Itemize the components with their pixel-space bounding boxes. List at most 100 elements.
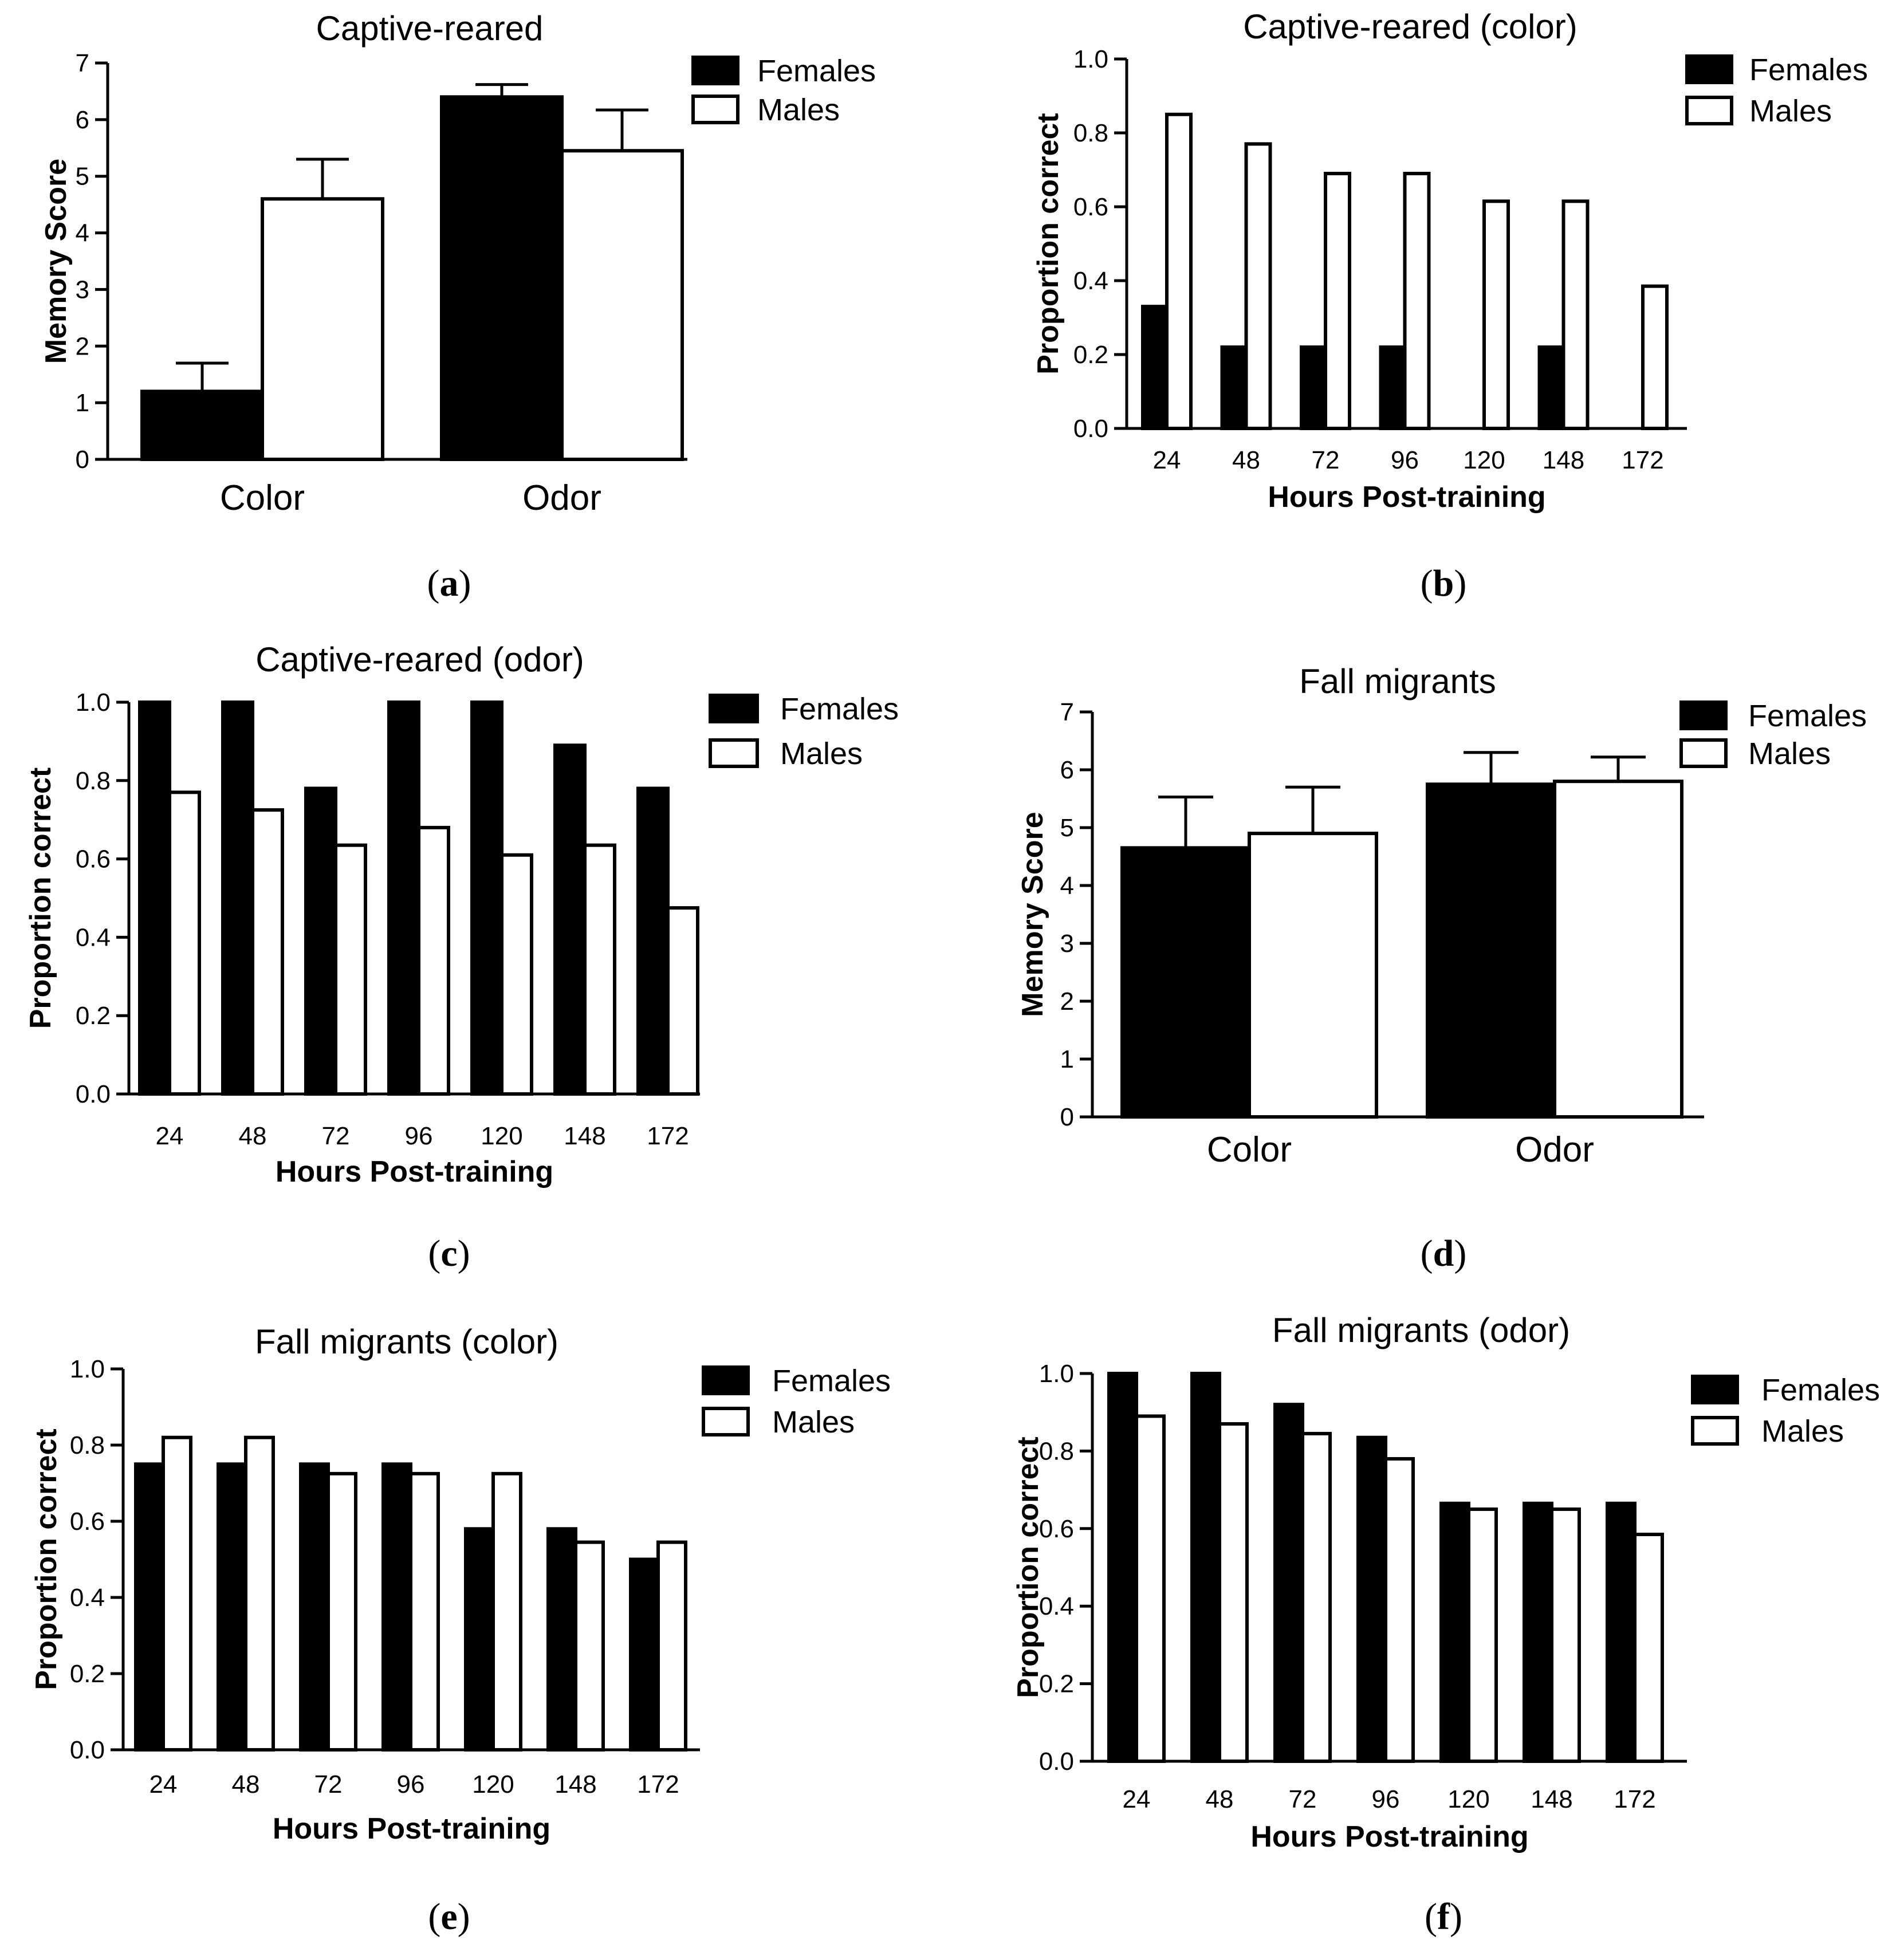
y-tick-label: 0.2 [1073,341,1108,369]
legend-label-females: Females [757,54,876,88]
chart-title: Captive-reared (color) [1243,7,1578,46]
legend-label-females: Females [1748,699,1867,733]
panel-label-letter: a [440,562,459,604]
x-axis-title: Hours Post-training [1268,481,1545,514]
bar-males-color [261,197,384,461]
y-tick-label: 0.2 [1039,1670,1074,1698]
panel-label-letter: c [440,1233,457,1274]
bar-males-120 [500,853,533,1096]
y-tick-label: 3 [76,275,89,304]
bar-females-72 [299,1462,330,1752]
bar-males-148 [1550,1507,1581,1763]
y-tick-label: 0.0 [1073,415,1108,443]
legend-swatch-males [709,738,759,768]
bar-males-172 [666,906,699,1096]
legend: Females Males [691,54,876,127]
x-tick-label: 96 [405,1122,433,1150]
panel-label: (e) [428,1896,470,1938]
y-tick-label: 0.4 [1039,1592,1074,1620]
y-tick-label: 4 [76,219,89,247]
bar-males-148 [1561,199,1590,430]
panel-label-open-paren: ( [428,1233,440,1274]
x-tick-label: 148 [1531,1785,1572,1813]
y-tick-label: 0.6 [1039,1515,1074,1543]
bar-males-24 [168,790,201,1096]
y-tick-label: 6 [1060,756,1074,784]
panel-d: Fall migrants 0 1 2 3 4 5 6 7 Memory Score Color Od… [1016,662,1867,1274]
y-tick-label: 1.0 [1073,45,1108,73]
x-axis-title: Hours Post-training [273,1812,550,1845]
legend-swatch-females [1679,700,1728,730]
x-tick-label: 172 [647,1122,689,1150]
x-tick-label: 96 [1372,1785,1400,1813]
chart-title: Captive-reared [316,9,544,48]
bar-males-48 [251,808,284,1096]
panel-label-close-paren: ) [459,562,471,604]
panel-label-close-paren: ) [1454,562,1466,604]
bar-males-120 [491,1471,522,1752]
bar-males-120 [1482,199,1510,430]
y-tick-label: 1.0 [1039,1360,1074,1388]
x-tick-label: Color [220,478,305,518]
panel-label-letter: b [1433,562,1454,604]
x-axis-title: Hours Post-training [276,1155,553,1188]
bar-females-148 [1537,345,1565,430]
legend-swatch-males [1679,738,1728,768]
legend-swatch-males [1691,1416,1739,1446]
legend: Females Males [702,1364,891,1439]
panel-label-close-paren: ) [1454,1233,1466,1274]
x-tick-label: 120 [472,1770,514,1798]
x-tick-label: 72 [1312,446,1340,474]
y-tick-label: 6 [76,106,89,134]
y-tick-label: 0.6 [1073,193,1108,221]
x-tick-label: 24 [150,1770,178,1798]
x-tick-label: 172 [637,1770,679,1798]
y-tick-label: 4 [1060,872,1074,900]
bar-males-120 [1467,1507,1498,1763]
bar-males-148 [583,843,616,1096]
bar-females-172 [629,1557,660,1752]
y-tick-label: 0.2 [76,1002,111,1030]
bar-males-odor [1553,780,1683,1119]
x-tick-label: 72 [314,1770,343,1798]
panel-label: (c) [428,1233,470,1274]
bar-females-24 [1107,1372,1138,1763]
y-axis-title: Memory Score [1016,812,1049,1017]
y-tick-label: 0 [76,446,89,474]
panel-label: (b) [1421,562,1467,604]
bar-males-96 [409,1471,440,1752]
x-tick-label: 96 [397,1770,425,1798]
panel-label: (d) [1421,1233,1467,1274]
panel-label-letter: d [1433,1233,1454,1274]
legend-label-females: Females [772,1364,891,1398]
bar-females-72 [1300,345,1327,430]
x-tick-label: 120 [1447,1785,1489,1813]
y-tick-label: 0.2 [70,1660,105,1688]
panel-label-open-paren: ( [427,562,440,604]
bar-females-172 [1606,1501,1637,1763]
bar-females-148 [546,1527,577,1752]
y-tick-label: 0.0 [70,1736,105,1764]
y-tick-label: 0.0 [76,1080,111,1108]
y-tick-label: 0.4 [1073,267,1108,295]
legend-label-males: Males [780,737,863,771]
panel-b: Captive-reared (color) 0.0 0.2 0.4 0.6 0.8 1.0… [1032,7,1868,604]
bar-females-48 [1190,1372,1221,1763]
x-tick-label: 48 [1232,446,1260,474]
bar-females-24 [134,1462,165,1752]
y-axis-title: Memory Score [40,159,73,364]
bar-males-96 [1384,1457,1415,1763]
y-tick-label: 0.8 [70,1431,105,1459]
bar-females-96 [381,1462,412,1752]
chart-title: Fall migrants [1299,662,1496,700]
bar-males-48 [1244,142,1272,430]
legend-label-females: Females [780,692,899,726]
bar-males-24 [1135,1414,1166,1763]
y-tick-label: 2 [1060,987,1074,1016]
panel-c: Captive-reared (odor) 0.0 0.2 0.4 0.6 0.8 1.0 P… [24,640,899,1274]
x-tick-label: 172 [1622,446,1663,474]
bar-males-72 [334,843,367,1096]
bar-females-96 [1356,1435,1387,1764]
y-tick-label: 0.8 [76,767,111,795]
bar-females-148 [1523,1501,1553,1763]
